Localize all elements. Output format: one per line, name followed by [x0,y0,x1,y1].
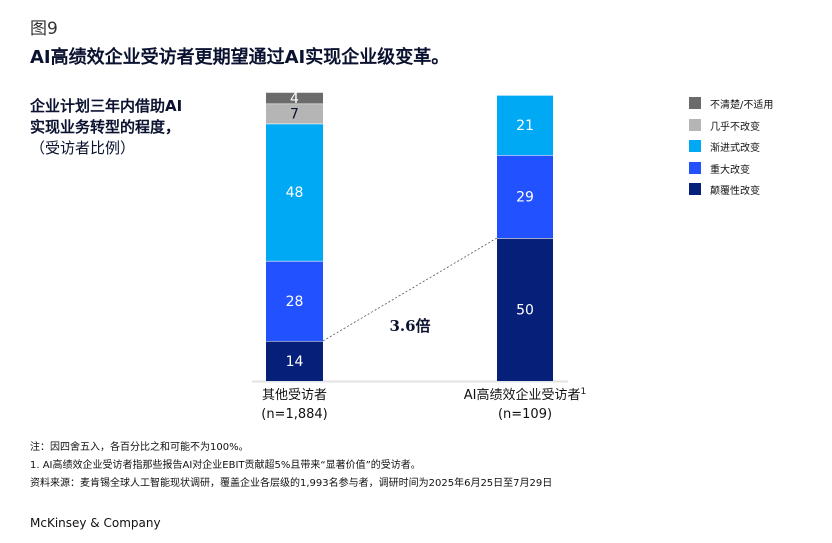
bar-segment-0-3 [266,103,323,124]
footnote-definition: 1. AI高绩效企业受访者指那些报告AI对企业EBIT贡献超5%且带来“显著价值… [30,460,421,471]
legend-item-4: 颠覆性改变 [689,182,760,197]
footnote-rounding: 注：因四舍五入，各百分比之和可能不为100%。 [30,442,249,453]
figure-label: 图9 [30,19,58,39]
bar-segment-0-2 [266,123,323,261]
data-label-1-1: 29 [516,190,534,206]
legend-swatch [689,97,701,109]
chart-subtitle-line-1: 企业计划三年内借助AI [30,97,183,115]
legend-item-1: 几乎不改变 [689,118,760,133]
legend-label: 渐进式改变 [710,142,760,154]
bar-segment-0-1 [266,260,323,341]
data-label-0-1: 28 [286,294,304,310]
data-label-0-0: 14 [286,354,304,370]
legend-label: 颠覆性改变 [710,185,760,197]
legend-label: 不清楚/不适用 [710,99,774,111]
comparison-connector [322,237,498,342]
data-label-1-0: 50 [516,303,534,319]
legend-item-2: 渐进式改变 [689,139,760,154]
legend-swatch [689,183,701,195]
legend-swatch [689,162,701,174]
x-tick-label-1: AI高绩效企业受访者1 [464,387,586,403]
legend-item-3: 重大改变 [689,161,750,176]
data-label-0-3: 7 [290,107,299,123]
bar-segment-1-2 [497,95,553,156]
chart-title: AI高绩效企业受访者更期望通过AI实现企业级变革。 [30,47,450,68]
legend-label: 重大改变 [710,164,750,176]
legend-label: 几乎不改变 [710,121,760,133]
legend-item-0: 不清楚/不适用 [689,96,774,111]
bar-segment-1-1 [497,155,553,238]
x-tick-n-1: (n=109) [498,407,552,422]
chart-subtitle-line-3: （受访者比例） [30,139,136,157]
legend-swatch [689,119,701,131]
footnote-source: 资料来源：麦肯锡全球人工智能现状调研，覆盖企业各层级的1,993名参与者，调研时… [30,478,553,489]
bar-segment-1-0 [497,238,553,381]
bar-segment-0-0 [266,340,323,381]
bar-segment-0-4 [266,92,323,104]
chart-subtitle-line-2: 实现业务转型的程度， [30,118,181,136]
brand-logo-text: McKinsey & Company [30,516,161,530]
data-label-0-2: 48 [286,185,304,201]
legend-swatch [689,140,701,152]
callout-multiplier: 3.6倍 [389,317,430,335]
x-tick-label-0: 其他受访者 [262,388,327,403]
x-tick-n-0: (n=1,884) [261,407,328,422]
data-label-0-4: 4 [290,91,299,107]
data-label-1-2: 21 [516,118,534,134]
